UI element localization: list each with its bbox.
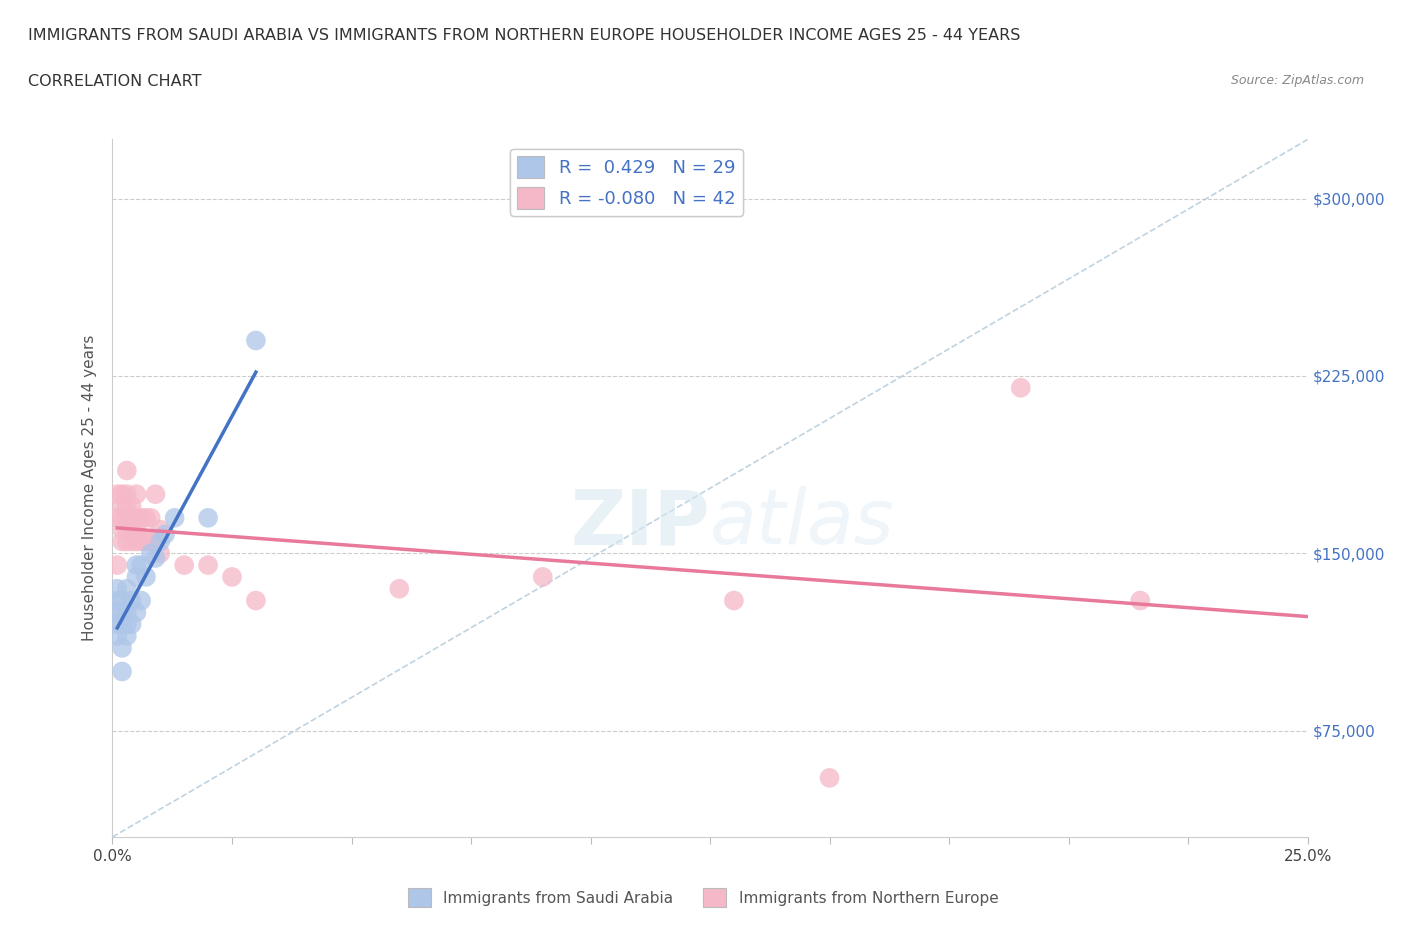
Text: IMMIGRANTS FROM SAUDI ARABIA VS IMMIGRANTS FROM NORTHERN EUROPE HOUSEHOLDER INCO: IMMIGRANTS FROM SAUDI ARABIA VS IMMIGRAN… bbox=[28, 28, 1021, 43]
Point bbox=[163, 511, 186, 525]
Point bbox=[723, 593, 745, 608]
Point bbox=[129, 511, 152, 525]
Point bbox=[121, 593, 143, 608]
Point bbox=[105, 486, 128, 501]
Point bbox=[1129, 593, 1152, 608]
Point bbox=[105, 617, 128, 631]
Point bbox=[105, 511, 128, 525]
Point bbox=[153, 527, 176, 542]
Point bbox=[115, 486, 138, 501]
Point bbox=[818, 770, 841, 785]
Point bbox=[125, 569, 148, 584]
Text: CORRELATION CHART: CORRELATION CHART bbox=[28, 74, 201, 89]
Point bbox=[105, 593, 128, 608]
Point bbox=[1010, 380, 1032, 395]
Point bbox=[115, 581, 138, 596]
Point bbox=[115, 617, 138, 631]
Point bbox=[111, 498, 134, 513]
Point bbox=[111, 604, 134, 619]
Point bbox=[129, 534, 152, 549]
Text: Source: ZipAtlas.com: Source: ZipAtlas.com bbox=[1230, 74, 1364, 87]
Point bbox=[125, 522, 148, 537]
Point bbox=[135, 569, 157, 584]
Point bbox=[115, 534, 138, 549]
Point bbox=[135, 534, 157, 549]
Point bbox=[125, 511, 148, 525]
Point bbox=[245, 333, 267, 348]
Legend: R =  0.429   N = 29, R = -0.080   N = 42: R = 0.429 N = 29, R = -0.080 N = 42 bbox=[510, 149, 742, 216]
Point bbox=[139, 511, 162, 525]
Point bbox=[105, 604, 128, 619]
Point bbox=[121, 511, 143, 525]
Point bbox=[135, 511, 157, 525]
Point bbox=[197, 558, 219, 573]
Point bbox=[139, 534, 162, 549]
Text: atlas: atlas bbox=[710, 486, 894, 560]
Point bbox=[111, 593, 134, 608]
Point bbox=[111, 534, 134, 549]
Point bbox=[129, 558, 152, 573]
Point bbox=[111, 486, 134, 501]
Point bbox=[115, 511, 138, 525]
Point bbox=[125, 558, 148, 573]
Point bbox=[149, 546, 172, 561]
Point bbox=[245, 593, 267, 608]
Point bbox=[105, 558, 128, 573]
Point bbox=[111, 664, 134, 679]
Point bbox=[145, 551, 167, 565]
Point bbox=[388, 581, 411, 596]
Point bbox=[115, 604, 138, 619]
Point bbox=[111, 511, 134, 525]
Point bbox=[125, 486, 148, 501]
Point bbox=[125, 604, 148, 619]
Point bbox=[125, 534, 148, 549]
Point bbox=[115, 629, 138, 644]
Point bbox=[111, 522, 134, 537]
Legend: Immigrants from Saudi Arabia, Immigrants from Northern Europe: Immigrants from Saudi Arabia, Immigrants… bbox=[402, 883, 1004, 913]
Point bbox=[145, 534, 167, 549]
Point bbox=[173, 558, 195, 573]
Point bbox=[129, 593, 152, 608]
Point bbox=[221, 569, 243, 584]
Point bbox=[121, 498, 143, 513]
Point bbox=[139, 546, 162, 561]
Point bbox=[149, 522, 172, 537]
Point bbox=[197, 511, 219, 525]
Point bbox=[115, 522, 138, 537]
Point bbox=[111, 641, 134, 656]
Point bbox=[121, 534, 143, 549]
Point bbox=[105, 629, 128, 644]
Point bbox=[111, 617, 134, 631]
Point bbox=[121, 522, 143, 537]
Point bbox=[121, 617, 143, 631]
Point bbox=[149, 534, 172, 549]
Point bbox=[145, 486, 167, 501]
Point bbox=[531, 569, 554, 584]
Point bbox=[105, 581, 128, 596]
Y-axis label: Householder Income Ages 25 - 44 years: Householder Income Ages 25 - 44 years bbox=[82, 335, 97, 642]
Text: ZIP: ZIP bbox=[571, 486, 710, 560]
Point bbox=[115, 498, 138, 513]
Point bbox=[115, 463, 138, 478]
